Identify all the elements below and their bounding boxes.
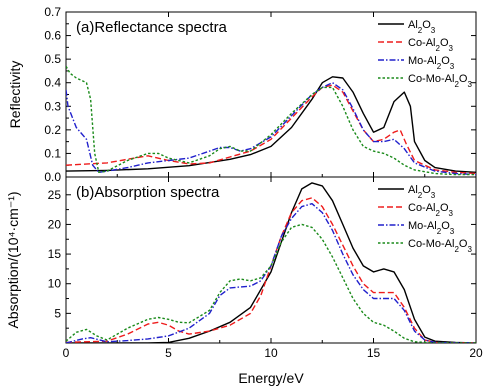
legend-label-part: Co-Al [408, 37, 436, 49]
legend-label-part: 3 [450, 62, 455, 71]
x-tick-label: 20 [469, 346, 483, 360]
reflectance-y-tick-label: 0.3 [44, 99, 61, 113]
reflectance-y-tick-label: 0.7 [44, 5, 61, 19]
legend-label-part: 3 [467, 245, 472, 254]
reflectance-y-tick-label: 0.6 [44, 29, 61, 43]
absorption-y-tick-label: 25 [48, 188, 62, 202]
legend-label-part: 3 [431, 26, 436, 35]
legend-label-part: O [440, 37, 449, 49]
reflectance-panel-title: (a)Reflectance spectra [76, 19, 228, 36]
reflectance-y-tick-label: 0.2 [44, 123, 61, 137]
reflectance-y-tick-label: 0.4 [44, 76, 61, 90]
legend-label-part: 3 [450, 227, 455, 236]
absorption-series-co-al2o3 [66, 197, 476, 343]
legend-label-part: Mo-Al [408, 55, 437, 67]
absorption-series-mo-al2o3 [66, 203, 476, 343]
x-tick-label: 15 [367, 346, 381, 360]
absorption-legend-label: Al2O3 [408, 184, 436, 200]
reflectance-legend-label: Co-Mo-Al2O3 [408, 73, 472, 89]
x-axis-title: Energy/eV [238, 370, 304, 386]
legend-label-part: Co-Mo-Al [408, 73, 454, 85]
legend-label-part: Co-Al [408, 202, 436, 214]
legend-label-part: 2 [436, 209, 441, 218]
x-tick-label: 5 [165, 346, 172, 360]
legend-label-part: 2 [454, 245, 459, 254]
legend-label-part: O [422, 19, 431, 31]
reflectance-series-al2o3 [66, 76, 476, 173]
reflectance-y-tick-label: 0.1 [44, 146, 61, 160]
legend-label-part: O [441, 55, 450, 67]
absorption-y-tick-label: 5 [54, 306, 61, 320]
absorption-legend-label: Co-Al2O3 [408, 202, 454, 218]
x-tick-label: 10 [264, 346, 278, 360]
reflectance-legend-label: Mo-Al2O3 [408, 55, 455, 71]
absorption-y-tick-label: 10 [48, 277, 62, 291]
absorption-y-tick-label: 20 [48, 217, 62, 231]
legend-label-part: 2 [418, 26, 423, 35]
legend-label-part: Al [408, 184, 418, 196]
absorption-y-tick-label: 15 [48, 247, 62, 261]
legend-label-part: 3 [449, 44, 454, 53]
absorption-panel-title: (b)Absorption spectra [76, 184, 220, 201]
legend-label-part: O [440, 202, 449, 214]
legend-label-part: Mo-Al [408, 220, 437, 232]
reflectance-series-co-mo-al2o3 [66, 65, 476, 176]
reflectance-series-co-al2o3 [66, 84, 476, 175]
reflectance-y-axis-title: Reflectivity [7, 61, 23, 129]
reflectance-panel: 0.0 0.1 0.2 0.3 0.4 0.5 0.6 0.7 (a)Reflectance s… [7, 5, 477, 184]
legend-label-part: O [422, 184, 431, 196]
legend-label-part: 2 [436, 44, 441, 53]
legend-label-part: O [459, 73, 468, 85]
absorption-series-co-mo-al2o3 [66, 223, 476, 343]
legend-label-part: Al [408, 19, 418, 31]
reflectance-legend-label: Al2O3 [408, 19, 436, 35]
legend-label-part: Co-Mo-Al [408, 238, 454, 250]
absorption-legend-label: Co-Mo-Al2O3 [408, 238, 472, 254]
reflectance-y-tick-label: 0.5 [44, 52, 61, 66]
legend-label-part: 2 [437, 62, 442, 71]
legend-label-part: 2 [418, 191, 423, 200]
legend-label-part: 3 [431, 191, 436, 200]
legend-label-part: O [441, 220, 450, 232]
legend-label-part: 2 [437, 227, 442, 236]
legend-label-part: 3 [449, 209, 454, 218]
x-tick-label: 0 [63, 346, 70, 360]
absorption-y-axis-title: Absorption/(10⁴·cm⁻¹) [5, 191, 21, 328]
legend-label-part: O [459, 238, 468, 250]
legend-label-part: 2 [454, 80, 459, 89]
reflectance-legend-label: Co-Al2O3 [408, 37, 454, 53]
reflectance-y-tick-label: 0.0 [44, 170, 61, 184]
legend-label-part: 3 [467, 80, 472, 89]
absorption-legend-label: Mo-Al2O3 [408, 220, 455, 236]
